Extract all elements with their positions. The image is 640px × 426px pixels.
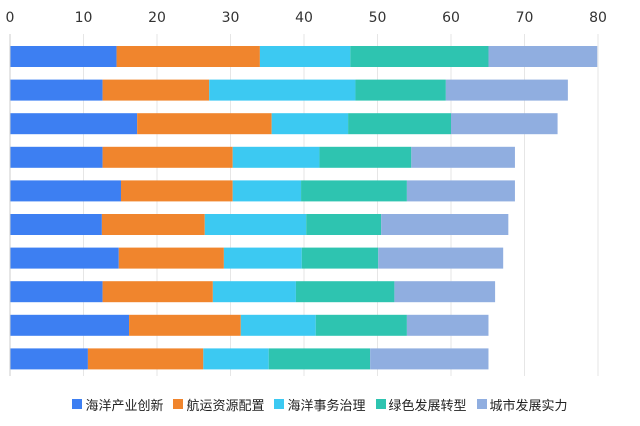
bar-segment-4-row-9 [315,314,407,336]
bar-segment-1-row-4 [10,146,103,168]
bar-segment-4-row-4 [319,146,412,168]
bar-segment-5-row-4 [411,146,515,168]
bar-segment-1-row-2 [10,79,103,101]
stacked-bar-chart: 0 10 20 30 40 50 60 70 80 [6,10,607,376]
bar-segment-5-row-10 [370,348,489,370]
legend-label: 绿色发展转型 [388,398,467,414]
bar-segment-5-row-3 [451,113,558,135]
bar-segment-2-row-1 [116,46,260,67]
bar-segment-3-row-3 [271,113,349,135]
x-tick-label: 60 [442,10,460,26]
legend-swatch [375,399,386,409]
bar-segment-4-row-3 [348,113,451,135]
x-axis-ticks: 0 10 20 30 40 50 60 70 80 [6,10,607,26]
legend: 海洋产业创新 航运资源配置 海洋事务治理 绿色发展转型 城市发展实力 [0,392,640,416]
x-tick-label: 10 [75,10,93,26]
bar-segment-5-row-8 [394,281,496,303]
bar-segment-1-row-8 [10,281,103,303]
bar-segment-4-row-2 [355,79,446,101]
legend-swatch [173,399,184,409]
bar-segment-3-row-8 [212,281,296,303]
bar-segment-2-row-5 [120,180,233,202]
bars [10,46,598,370]
bar-segment-2-row-3 [137,113,272,135]
legend-item: 绿色发展转型 [375,395,467,414]
x-tick-label: 40 [295,10,313,26]
bar-segment-5-row-7 [378,247,504,269]
bar-segment-1-row-3 [10,113,138,135]
bar-segment-5-row-2 [445,79,568,101]
bar-segment-1-row-7 [10,247,119,269]
x-tick-label: 30 [222,10,240,26]
x-tick-label: 50 [369,10,387,26]
bar-segment-4-row-8 [295,281,395,303]
bar-segment-2-row-6 [101,214,205,235]
x-tick-label: 70 [516,10,534,26]
bar-segment-4-row-6 [306,214,382,235]
x-tick-label: 0 [6,10,15,26]
legend-item: 城市发展实力 [476,395,568,414]
legend-swatch [476,399,487,409]
bar-segment-3-row-9 [240,314,316,336]
bar-segment-3-row-6 [204,214,307,235]
bar-segment-2-row-9 [129,314,241,336]
bar-segment-1-row-6 [10,214,102,235]
legend-label: 城市发展实力 [489,398,568,414]
bar-segment-4-row-5 [301,180,407,202]
legend-item: 海洋产业创新 [72,395,163,414]
bar-segment-1-row-9 [10,314,130,336]
bar-segment-3-row-10 [203,348,269,370]
legend-label: 海洋产业创新 [85,398,164,414]
legend-swatch [72,399,83,409]
bar-segment-2-row-10 [87,348,204,370]
x-tick-label: 80 [589,10,607,26]
bar-segment-2-row-7 [118,247,224,269]
x-tick-label: 20 [148,10,166,26]
bar-segment-1-row-5 [10,180,121,202]
bar-segment-2-row-8 [102,281,213,303]
bar-segment-2-row-2 [102,79,210,101]
bar-segment-2-row-4 [102,146,233,168]
legend-item: 海洋事务治理 [274,395,366,414]
legend-swatch [274,399,285,409]
legend-item: 航运资源配置 [173,395,264,414]
bar-segment-4-row-10 [268,348,371,370]
bar-segment-4-row-1 [350,46,489,67]
bar-segment-3-row-7 [223,247,302,269]
bar-segment-5-row-9 [406,314,489,336]
bar-segment-3-row-4 [232,146,320,168]
legend-label: 海洋事务治理 [287,398,366,414]
bar-segment-3-row-5 [232,180,302,202]
legend-label: 航运资源配置 [186,398,265,414]
bar-segment-3-row-2 [209,79,356,101]
bar-segment-3-row-1 [259,46,351,67]
bar-segment-4-row-7 [301,247,379,269]
bar-segment-1-row-1 [10,46,117,67]
bar-segment-5-row-1 [488,46,598,67]
bar-segment-5-row-6 [381,214,509,235]
bar-segment-5-row-5 [406,180,515,202]
bar-segment-1-row-10 [10,348,88,370]
